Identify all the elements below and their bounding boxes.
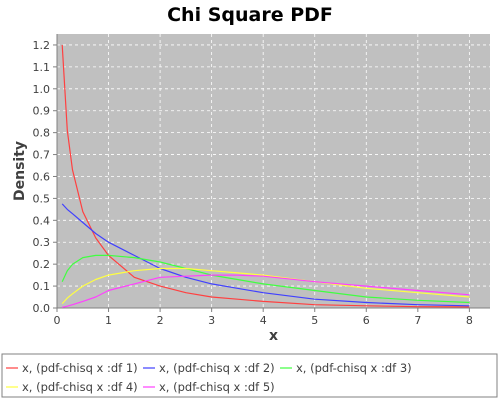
x-tick-label: 2 [157,314,164,327]
legend [1,353,498,398]
y-tick-label: 0.3 [33,236,51,249]
x-tick-label: 6 [363,314,370,327]
legend-label: x, (pdf-chisq x :df 1) [22,361,138,375]
legend-label: x, (pdf-chisq x :df 2) [159,361,275,375]
series-line-df-2 [61,203,470,307]
chart-title: Chi Square PDF [167,4,333,26]
y-tick-label: 0.1 [33,280,51,293]
y-tick-label: 0.0 [33,302,51,315]
x-tick-label: 1 [105,314,112,327]
x-axis-title: x [269,328,278,344]
series-lines [61,44,470,308]
x-tick-label: 0 [54,314,61,327]
y-tick-label: 0.6 [33,170,51,183]
legend-label: x, (pdf-chisq x :df 5) [159,380,275,394]
series-line-df-3 [61,254,470,304]
series-line-df-4 [61,267,470,305]
x-tick-label: 7 [414,314,421,327]
legend-items: x, (pdf-chisq x :df 1) x, (pdf-chisq x :d… [6,361,412,394]
y-tick-label: 1.1 [33,61,51,74]
y-tick-label: 0.2 [33,258,51,271]
grid-lines [56,34,490,309]
y-tick-label: 0.9 [33,105,51,118]
axes: 0.0 0.1 0.2 0.3 0.4 0.5 0.6 0.7 0.8 0.9 1.0 1.1 1.2 0… [33,34,490,327]
y-tick-label: 1.2 [33,39,51,52]
series-line-df-1 [61,44,470,308]
y-tick-label: 0.8 [33,127,51,140]
legend-label: x, (pdf-chisq x :df 3) [296,361,412,375]
x-tick-label: 8 [466,314,473,327]
y-tick-label: 0.7 [33,149,51,162]
y-tick-label: 0.4 [33,214,51,227]
y-tick-label: 1.0 [33,83,51,96]
legend-label: x, (pdf-chisq x :df 4) [22,380,138,394]
y-tick-label: 0.5 [33,192,51,205]
x-tick-label: 4 [260,314,267,327]
x-tick-label: 5 [311,314,318,327]
x-tick-label: 3 [208,314,215,327]
y-axis-title: Density [12,141,28,201]
series-line-df-5 [62,274,470,308]
